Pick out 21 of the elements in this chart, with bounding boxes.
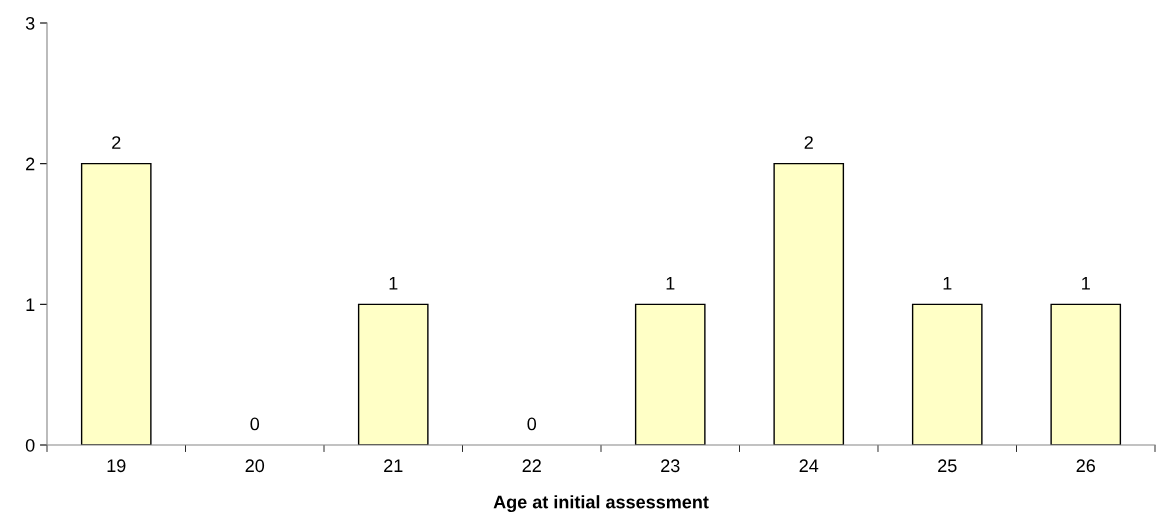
data-label: 1	[666, 277, 675, 290]
x-tick-label: 20	[245, 459, 265, 473]
y-tick-label: 2	[26, 157, 35, 171]
data-label: 2	[804, 136, 813, 149]
data-label: 0	[527, 417, 537, 431]
x-tick-label: 19	[107, 459, 126, 473]
x-tick-label: 21	[384, 459, 403, 472]
data-label: 2	[112, 136, 121, 149]
x-axis-title: Age at initial assessment	[493, 495, 709, 513]
data-label: 1	[1082, 277, 1090, 290]
data-label: 0	[250, 417, 260, 431]
x-tick-label: 24	[799, 459, 819, 472]
x-tick-label: 22	[522, 459, 541, 472]
data-label: 1	[943, 277, 952, 290]
y-tick-label: 0	[25, 438, 35, 452]
x-tick-label: 25	[938, 459, 957, 473]
x-tick-label: 23	[661, 459, 680, 473]
y-tick-label: 1	[26, 298, 35, 311]
x-tick-label: 26	[1076, 459, 1095, 473]
y-tick-label: 3	[25, 16, 35, 30]
data-label: 1	[389, 277, 398, 290]
